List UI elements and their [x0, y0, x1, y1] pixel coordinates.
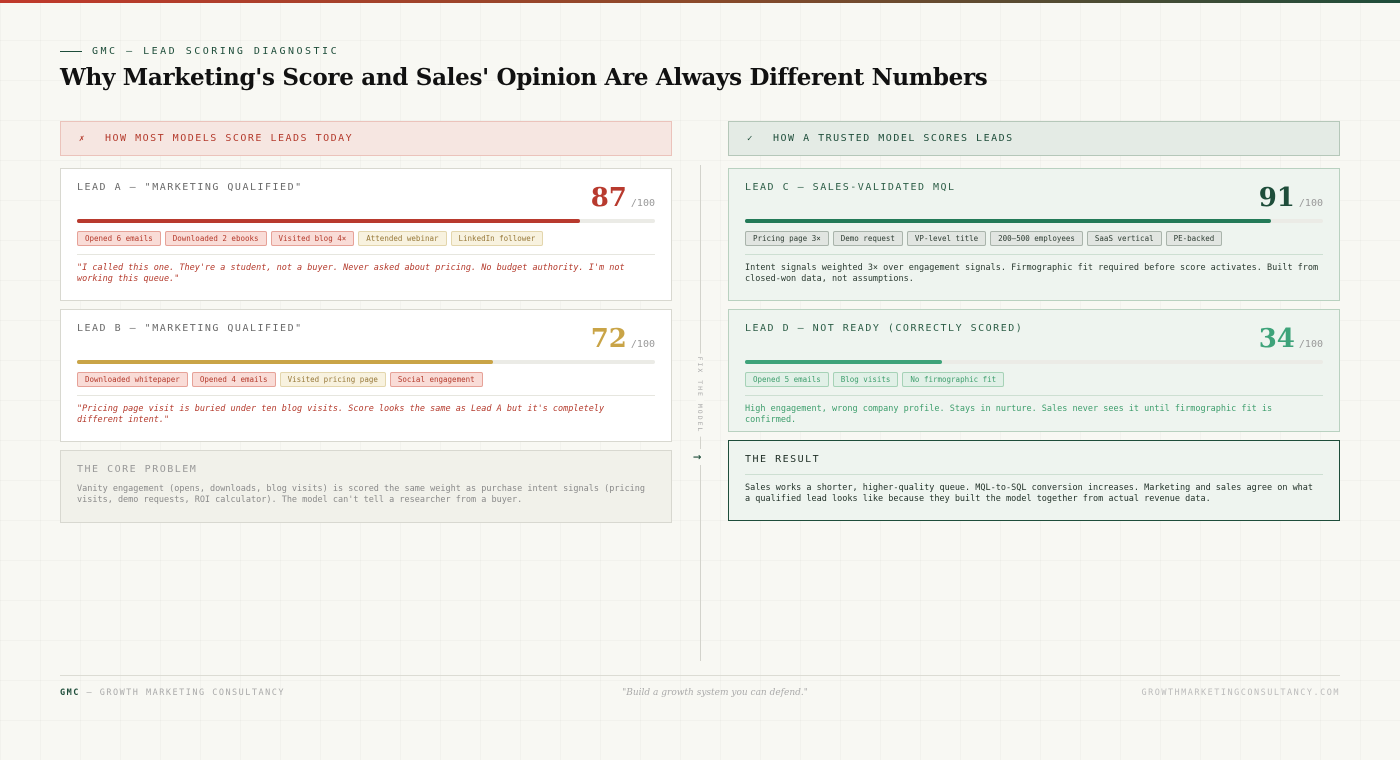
lead-d-tags: Opened 5 emails Blog visits No firmograp… — [745, 372, 1323, 387]
lead-b-tags: Downloaded whitepaper Opened 4 emails Vi… — [77, 372, 655, 387]
lead-d-tag: Opened 5 emails — [745, 372, 829, 387]
lead-c-tag: PE-backed — [1165, 231, 1223, 246]
lead-a-card: LEAD A — "MARKETING QUALIFIED" 87 /100 O… — [60, 168, 672, 301]
lead-c-score-max: /100 — [1298, 198, 1323, 209]
lead-a-score-bar — [77, 219, 655, 223]
arrow-right-icon: → — [692, 449, 703, 465]
lead-b-title: LEAD B — "MARKETING QUALIFIED" — [77, 323, 303, 334]
lead-c-note: Intent signals weighted 3× over engageme… — [745, 263, 1319, 284]
lead-a-tag: Attended webinar — [358, 231, 447, 246]
lead-a-score-fill — [77, 219, 580, 223]
footer-brand-mark: GMC — [60, 688, 80, 698]
eyebrow-text: GMC — LEAD SCORING DIAGNOSTIC — [92, 46, 340, 57]
lead-c-score-fill — [745, 219, 1271, 223]
page-title: Why Marketing's Score and Sales' Opinion… — [60, 64, 988, 91]
lead-c-tag: Pricing page 3× — [745, 231, 829, 246]
lead-b-tag: Opened 4 emails — [191, 372, 276, 387]
footer-rule — [60, 675, 1340, 676]
left-column: ✗ HOW MOST MODELS SCORE LEADS TODAY LEAD… — [60, 121, 672, 523]
lead-a-quote: "I called this one. They're a student, n… — [77, 263, 625, 284]
lead-a-score-max: /100 — [630, 198, 655, 209]
lead-c-score: 91 /100 — [1259, 183, 1323, 213]
right-header-label: HOW A TRUSTED MODEL SCORES LEADS — [773, 133, 1014, 144]
eyebrow: GMC — LEAD SCORING DIAGNOSTIC — [60, 46, 339, 57]
result-title: THE RESULT — [745, 454, 821, 465]
lead-a-score: 87 /100 — [591, 183, 655, 213]
lead-b-score-value: 72 — [590, 324, 627, 354]
footer-tagline: "Build a growth system you can defend." — [622, 688, 808, 698]
right-header: ✓ HOW A TRUSTED MODEL SCORES LEADS — [728, 121, 1340, 156]
lead-d-card: LEAD D — NOT READY (CORRECTLY SCORED) 34… — [728, 309, 1340, 432]
lead-d-score-bar — [745, 360, 1323, 364]
lead-c-card: LEAD C — SALES-VALIDATED MQL 91 /100 Pri… — [728, 168, 1340, 301]
lead-d-note: High engagement, wrong company profile. … — [745, 404, 1273, 425]
lead-a-tag: Downloaded 2 ebooks — [164, 231, 267, 246]
lead-a-tag: Visited blog 4× — [270, 231, 355, 246]
lead-c-title: LEAD C — SALES-VALIDATED MQL — [745, 182, 956, 193]
right-column: ✓ HOW A TRUSTED MODEL SCORES LEADS LEAD … — [728, 121, 1340, 521]
footer-brand: GMC — GROWTH MARKETING CONSULTANCY — [60, 688, 285, 698]
lead-a-tags: Opened 6 emails Downloaded 2 ebooks Visi… — [77, 231, 655, 246]
lead-c-tag: VP-level title — [906, 231, 987, 246]
result-body: Sales works a shorter, higher-quality qu… — [745, 483, 1314, 504]
lead-d-tag: Blog visits — [832, 372, 899, 387]
top-accent-bar — [0, 0, 1400, 3]
core-problem-body: Vanity engagement (opens, downloads, blo… — [77, 484, 646, 505]
core-problem-title: THE CORE PROBLEM — [77, 464, 198, 475]
lead-d-score-max: /100 — [1298, 339, 1323, 350]
cross-icon: ✗ — [79, 133, 86, 144]
lead-a-tag: Opened 6 emails — [77, 231, 161, 246]
check-icon: ✓ — [747, 133, 754, 144]
lead-d-divider — [745, 395, 1323, 396]
lead-b-score-bar — [77, 360, 655, 364]
lead-d-title: LEAD D — NOT READY (CORRECTLY SCORED) — [745, 323, 1024, 334]
lead-c-score-value: 91 — [1258, 183, 1295, 213]
lead-c-score-bar — [745, 219, 1323, 223]
lead-d-score-value: 34 — [1258, 324, 1295, 354]
lead-c-tag: Demo request — [832, 231, 903, 246]
result-divider — [745, 474, 1323, 475]
fix-the-model-label: FIX THE MODEL — [696, 353, 704, 437]
lead-b-card: LEAD B — "MARKETING QUALIFIED" 72 /100 D… — [60, 309, 672, 442]
lead-c-tag: 200–500 employees — [990, 231, 1083, 246]
lead-d-tag: No firmographic fit — [902, 372, 1005, 387]
footer-url: GROWTHMARKETINGCONSULTANCY.COM — [1141, 688, 1340, 698]
left-header: ✗ HOW MOST MODELS SCORE LEADS TODAY — [60, 121, 672, 156]
lead-c-tags: Pricing page 3× Demo request VP-level ti… — [745, 231, 1323, 246]
lead-c-divider — [745, 254, 1323, 255]
lead-a-score-value: 87 — [590, 183, 627, 213]
core-problem-card: THE CORE PROBLEM Vanity engagement (open… — [60, 450, 672, 523]
lead-a-title: LEAD A — "MARKETING QUALIFIED" — [77, 182, 303, 193]
left-header-label: HOW MOST MODELS SCORE LEADS TODAY — [105, 133, 354, 144]
lead-b-score-fill — [77, 360, 494, 364]
footer-brand-name: — GROWTH MARKETING CONSULTANCY — [79, 688, 285, 698]
lead-d-score: 34 /100 — [1259, 324, 1323, 354]
lead-b-score: 72 /100 — [591, 324, 655, 354]
lead-b-divider — [77, 395, 655, 396]
lead-b-quote: "Pricing page visit is buried under ten … — [77, 404, 605, 425]
lead-b-score-max: /100 — [630, 339, 655, 350]
lead-b-tag: Downloaded whitepaper — [77, 372, 188, 387]
lead-a-tag: LinkedIn follower — [450, 231, 544, 246]
lead-c-tag: SaaS vertical — [1086, 231, 1162, 246]
result-card: THE RESULT Sales works a shorter, higher… — [728, 440, 1340, 521]
lead-d-score-fill — [745, 360, 942, 364]
lead-a-divider — [77, 254, 655, 255]
lead-b-tag: Social engagement — [389, 372, 483, 387]
eyebrow-rule — [60, 51, 82, 52]
lead-b-tag: Visited pricing page — [279, 372, 386, 387]
